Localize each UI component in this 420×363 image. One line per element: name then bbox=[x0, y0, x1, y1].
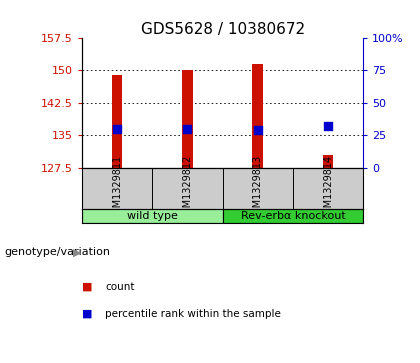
Bar bbox=[112, 75, 122, 168]
Bar bbox=[223, 209, 363, 223]
Bar bbox=[252, 64, 263, 168]
Bar bbox=[82, 209, 223, 223]
Text: ■: ■ bbox=[82, 282, 92, 292]
Text: GSM1329812: GSM1329812 bbox=[182, 155, 192, 220]
Point bbox=[114, 126, 121, 132]
Text: wild type: wild type bbox=[127, 211, 178, 221]
Text: genotype/variation: genotype/variation bbox=[4, 247, 110, 257]
Text: GSM1329813: GSM1329813 bbox=[253, 155, 263, 220]
Point bbox=[184, 126, 191, 132]
Bar bbox=[323, 155, 333, 168]
Text: ■: ■ bbox=[82, 309, 92, 319]
Text: GSM1329814: GSM1329814 bbox=[323, 155, 333, 220]
Text: count: count bbox=[105, 282, 134, 292]
Title: GDS5628 / 10380672: GDS5628 / 10380672 bbox=[141, 22, 304, 37]
Text: ▶: ▶ bbox=[74, 247, 82, 257]
Bar bbox=[182, 70, 193, 168]
Text: percentile rank within the sample: percentile rank within the sample bbox=[105, 309, 281, 319]
Text: GSM1329811: GSM1329811 bbox=[112, 155, 122, 220]
Point bbox=[325, 123, 331, 129]
Text: Rev-erbα knockout: Rev-erbα knockout bbox=[241, 211, 345, 221]
Point bbox=[255, 127, 261, 132]
